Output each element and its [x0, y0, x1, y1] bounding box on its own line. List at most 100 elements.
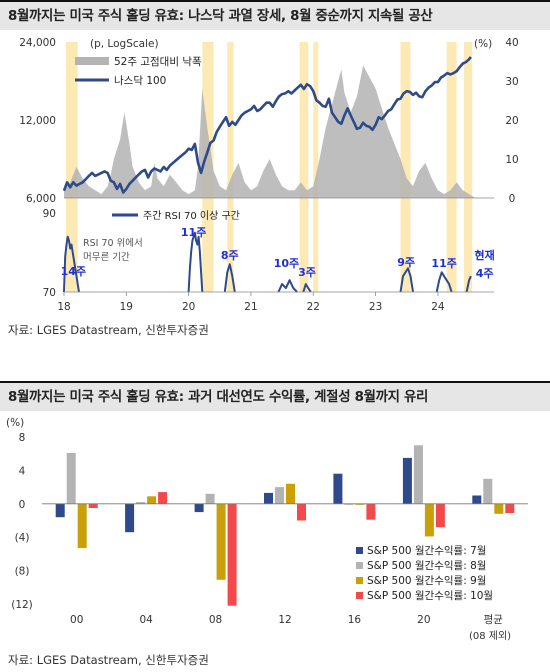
bar — [333, 473, 343, 504]
bar — [494, 503, 504, 514]
bar — [205, 493, 215, 504]
right-tick-label: 20 — [505, 115, 518, 127]
category-label: 20 — [417, 614, 430, 626]
rsi-segment — [223, 263, 236, 293]
bar — [66, 452, 76, 504]
y-tick-label: 0 — [19, 499, 26, 511]
highlight-band — [400, 42, 411, 292]
source-note-top: 자료: LGES Datastream, 신한투자증권 — [8, 323, 209, 337]
bar — [413, 445, 423, 504]
axes — [64, 197, 494, 293]
rsi-annotation: 11주 — [181, 226, 206, 239]
bar — [286, 483, 295, 504]
x-tick-label: 24 — [431, 301, 445, 313]
rsi-tick-label: 70 — [43, 287, 56, 299]
left-tick-label: 12,000 — [19, 115, 56, 127]
bar — [483, 478, 493, 504]
bar — [77, 503, 87, 549]
rsi-note-line1: RSI 70 위에서 — [83, 237, 143, 249]
rsi-segment — [277, 279, 298, 293]
legend-swatch — [356, 562, 363, 569]
y-tick-label: (8) — [15, 566, 30, 578]
x-tick-label: 19 — [120, 301, 133, 313]
highlight-band — [299, 42, 309, 292]
legend-swatch-drawdown — [75, 57, 109, 65]
left-tick-label: 6,000 — [26, 193, 56, 205]
rsi-segment — [187, 231, 204, 293]
highlight-band — [464, 42, 473, 292]
nasdaq-line — [62, 56, 472, 194]
bar — [355, 503, 365, 505]
legend-swatch — [356, 577, 363, 584]
rsi-segment — [465, 275, 472, 293]
rsi-annotation: 3주 — [298, 266, 316, 279]
bar — [297, 503, 306, 521]
legend-swatch — [356, 592, 363, 599]
rsi-segment — [435, 271, 453, 293]
bar — [435, 503, 445, 528]
legend-label: S&P 500 월간수익률: 8월 — [367, 560, 486, 572]
legend-label: S&P 500 월간수익률: 9월 — [367, 575, 486, 587]
bars — [55, 445, 515, 606]
rsi-annotation: 11주 — [431, 257, 456, 270]
category-label: 16 — [348, 614, 362, 626]
returns-bar-chart: (%) 8 4 0 (4) (8) (12) 00 04 08 12 16 20 평균 S&P 500 … — [6, 417, 528, 642]
x-tick-label: 22 — [307, 301, 320, 313]
rsi-segment — [399, 267, 414, 293]
highlight-band — [446, 42, 457, 292]
rsi-line — [63, 231, 472, 293]
bar — [366, 503, 376, 520]
bar — [147, 496, 157, 504]
category-label: 평균 — [484, 614, 504, 626]
right-tick-label: 0 — [509, 193, 516, 205]
rsi-annotation: 14주 — [61, 265, 86, 278]
category-label: 08 — [209, 614, 222, 626]
bar — [472, 495, 482, 504]
drawdown-series — [64, 65, 482, 199]
nasdaq-series — [62, 56, 472, 194]
right-tick-label: 40 — [505, 37, 518, 49]
bar-legend: S&P 500 월간수익률: 7월 S&P 500 월간수익률: 8월 S&P 50… — [356, 545, 493, 602]
legend-label: S&P 500 월간수익률: 10월 — [367, 590, 493, 602]
rsi-note-line2: 머무른 기간 — [83, 252, 130, 263]
legend-label-nasdaq: 나스닥 100 — [114, 75, 166, 87]
rsi-annotation: 10주 — [274, 257, 299, 270]
legend-label-rsi: 주간 RSI 70 이상 구간 — [143, 210, 240, 222]
chart-title-top: 8월까지는 미국 주식 홀딩 유효: 나스닥 과열 장세, 8월 중순까지 지속… — [0, 0, 550, 30]
chart-title-bottom: 8월까지는 미국 주식 홀딩 유효: 과거 대선연도 수익률, 계절성 8월까지… — [0, 381, 550, 411]
bar-tick-labels: 8 4 0 (4) (8) (12) 00 04 08 12 16 20 평균 — [11, 432, 503, 626]
x-tick-label: 20 — [182, 301, 195, 313]
bar — [264, 492, 273, 504]
bar — [55, 503, 65, 518]
rsi-segment — [63, 235, 80, 293]
bar — [136, 502, 146, 504]
x-tick-label: 21 — [244, 301, 257, 313]
y-tick-label: (12) — [11, 599, 33, 611]
rsi-annotation: 현재 — [475, 248, 495, 262]
highlight-band — [227, 42, 234, 292]
legend-lower: 주간 RSI 70 이상 구간 — [112, 210, 240, 222]
source-note-bottom: 자료: LGES Datastream, 신한투자증권 — [8, 653, 209, 667]
left-unit-label: (p, LogScale) — [90, 38, 159, 50]
legend-label: S&P 500 월간수익률: 7월 — [367, 545, 486, 557]
bar — [402, 457, 412, 504]
bar — [216, 503, 226, 580]
y-tick-label: 4 — [19, 465, 26, 477]
highlight-band — [65, 42, 78, 292]
legend-label-drawdown: 52주 고점대비 낙폭 — [114, 56, 202, 68]
highlight-band — [313, 42, 319, 292]
bar — [227, 503, 237, 606]
right-tick-label: 10 — [505, 154, 518, 166]
bar — [125, 503, 135, 533]
rsi-annotation: 4주 — [476, 267, 494, 280]
bar — [194, 503, 204, 513]
x-tick-label: 23 — [369, 301, 382, 313]
bar-unit-label: (%) — [6, 417, 24, 429]
right-unit-label: (%) — [474, 38, 492, 50]
bar — [424, 503, 434, 537]
category-note: (08 제외) — [469, 630, 511, 642]
x-tick-label: 18 — [57, 301, 70, 313]
bar — [88, 503, 98, 508]
